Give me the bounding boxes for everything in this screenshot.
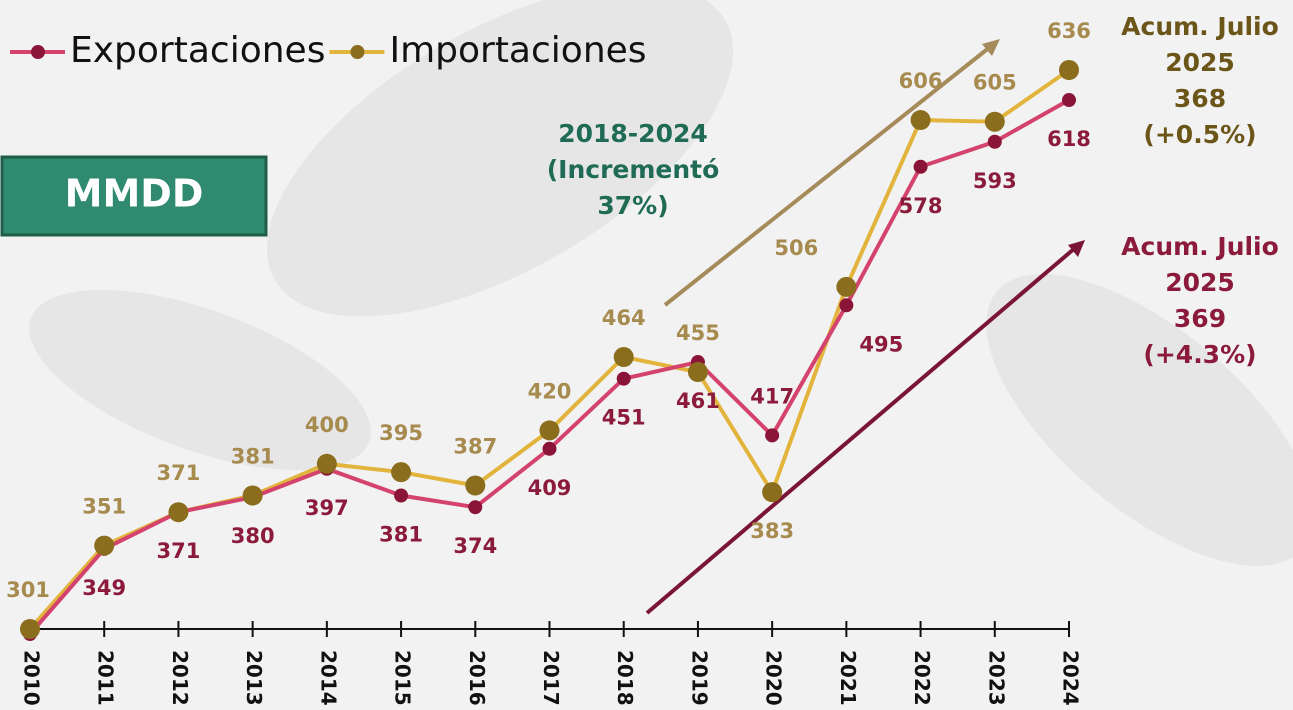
marker (391, 462, 411, 482)
x-tick-label: 2019 (687, 650, 711, 706)
value-label: 349 (82, 576, 126, 600)
marker (468, 500, 482, 514)
marker (168, 502, 188, 522)
annotation: 368 (1174, 84, 1226, 113)
x-tick-label: 2010 (20, 650, 44, 706)
marker (988, 135, 1002, 149)
value-label: 351 (82, 495, 126, 519)
trend-arrow (647, 248, 1075, 613)
annotation: 37%) (597, 191, 668, 220)
value-label: 495 (859, 332, 903, 356)
value-label: 395 (379, 421, 423, 445)
background (7, 0, 1293, 618)
annotation: 2025 (1165, 268, 1235, 297)
marker (911, 110, 931, 130)
annotation: (+0.5%) (1143, 120, 1256, 149)
value-label: 387 (453, 434, 497, 458)
chart: MMDD 2010 2011 2012 2013 2014 2015 2016 2017 201… (0, 0, 1293, 710)
value-label: 636 (1047, 19, 1091, 43)
x-tick-label: 2023 (984, 650, 1008, 706)
value-label: 420 (528, 379, 572, 403)
x-tick-label: 2013 (242, 650, 266, 706)
marker (20, 619, 40, 639)
x-tick-label: 2018 (613, 650, 637, 706)
marker (543, 442, 557, 456)
marker (94, 536, 114, 556)
marker (617, 372, 631, 386)
value-label: 400 (305, 413, 349, 437)
arrow-head (1068, 240, 1085, 257)
marker (836, 277, 856, 297)
x-tick-label: 2021 (836, 650, 860, 706)
marker (688, 362, 708, 382)
value-label: 381 (379, 523, 423, 547)
x-tick-label: 2020 (762, 650, 786, 706)
value-label: 397 (305, 496, 349, 520)
annotation: (Incrementó (547, 155, 720, 184)
x-tick-label: 2024 (1059, 650, 1083, 706)
marker (765, 428, 779, 442)
value-label: 461 (676, 389, 720, 413)
x-tick-label: 2011 (94, 650, 118, 706)
x-tick-label: 2015 (391, 650, 415, 706)
value-label: 371 (157, 461, 201, 485)
marker (243, 486, 263, 506)
marker (839, 298, 853, 312)
value-label: 506 (774, 236, 818, 260)
value-label: 455 (676, 321, 720, 345)
marker (614, 347, 634, 367)
annotation: 2018-2024 (558, 119, 708, 148)
annotation: 369 (1174, 304, 1226, 333)
marker (317, 454, 337, 474)
legend-label: Exportaciones (70, 30, 325, 71)
value-label: 464 (602, 306, 646, 330)
value-label: 605 (973, 71, 1017, 95)
x-tick-label: 2022 (910, 650, 934, 706)
page: {"chart_data": {"type": "line", "categor… (0, 0, 1293, 710)
marker (762, 482, 782, 502)
value-label: 374 (453, 534, 497, 558)
x-tick-label: 2016 (465, 650, 489, 706)
annotation: Acum. Julio (1121, 12, 1279, 41)
x-tick-label: 2014 (316, 650, 340, 706)
marker (1059, 60, 1079, 80)
marker (1062, 93, 1076, 107)
marker (540, 420, 560, 440)
value-label: 371 (157, 539, 201, 563)
value-label: 593 (973, 169, 1017, 193)
annotation: Acum. Julio (1121, 232, 1279, 261)
value-label: 606 (899, 69, 943, 93)
value-label: 409 (528, 476, 572, 500)
value-label: 301 (6, 578, 50, 602)
marker (394, 489, 408, 503)
value-label: 618 (1047, 127, 1091, 151)
marker (914, 160, 928, 174)
value-label: 417 (750, 384, 794, 408)
value-label: 578 (899, 194, 943, 218)
x-tick-label: 2017 (539, 650, 563, 706)
value-label: 380 (231, 524, 275, 548)
marker (985, 112, 1005, 132)
legend-marker (31, 45, 45, 59)
marker (465, 475, 485, 495)
value-label: 381 (231, 445, 275, 469)
legend-label: Importaciones (389, 30, 646, 71)
legend-marker (350, 45, 364, 59)
unit-label: MMDD (65, 172, 204, 216)
value-label: 383 (750, 519, 794, 543)
value-label: 451 (602, 406, 646, 430)
x-tick-label: 2012 (168, 650, 192, 706)
annotation: (+4.3%) (1143, 340, 1256, 369)
annotation: 2025 (1165, 48, 1235, 77)
